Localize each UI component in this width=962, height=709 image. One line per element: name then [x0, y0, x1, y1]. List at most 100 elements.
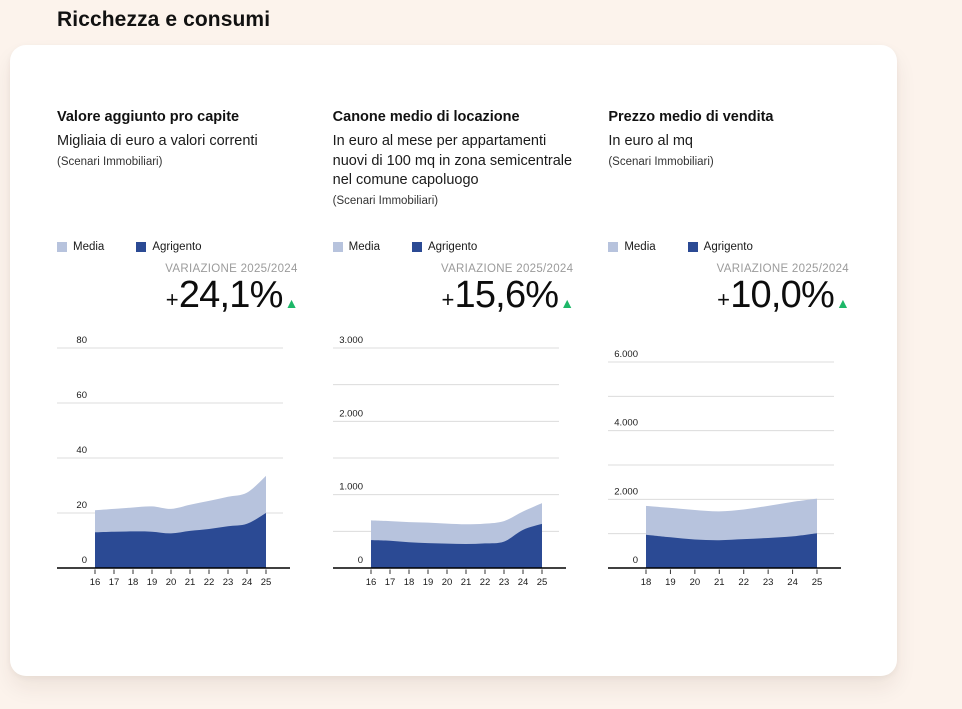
x-tick-label: 18	[128, 577, 139, 588]
area-chart-svg: 16 17 18 19 20 21 22 23 24 25 0 20 40 60 80	[57, 335, 290, 588]
y-tick-label: 1.000	[339, 482, 363, 493]
variation-percent: 24,1%	[178, 274, 284, 316]
variation-block: VARIAZIONE 2025/2024 +15,6% ▲	[333, 263, 580, 316]
variation-value: +15,6% ▲	[333, 274, 574, 316]
variation-block: VARIAZIONE 2025/2024 +24,1% ▲	[57, 263, 304, 316]
y-tick-label: 40	[76, 445, 87, 456]
x-tick-label: 17	[384, 577, 395, 588]
x-tick-label: 16	[90, 577, 101, 588]
variation-block: VARIAZIONE 2025/2024 +10,0% ▲	[608, 263, 855, 316]
x-tick-label: 25	[812, 577, 823, 588]
x-tick-label: 23	[498, 577, 509, 588]
media-swatch-icon	[608, 242, 619, 252]
y-tick-label: 6.000	[615, 349, 639, 360]
y-tick-label: 2.000	[339, 408, 363, 419]
x-tick-label: 19	[422, 577, 433, 588]
panel-header: Valore aggiunto pro capite Migliaia di e…	[57, 109, 304, 239]
x-tick-label: 17	[109, 577, 120, 588]
y-tick-label: 0	[633, 555, 638, 566]
x-tick-label: 22	[479, 577, 490, 588]
media-swatch-icon	[332, 242, 343, 252]
variation-sign: +	[441, 287, 454, 312]
variation-percent: 10,0%	[730, 274, 835, 316]
legend-item-media: Media	[57, 241, 104, 253]
agrigento-swatch-icon	[136, 242, 147, 252]
trend-up-icon: ▲	[284, 295, 299, 311]
variation-sign: +	[717, 287, 730, 312]
x-tick-label: 23	[223, 577, 234, 588]
area-chart-prezzo-vendita: 18 19 20 21 22 23 24 25 0 2.000 4.000 6.000	[608, 326, 855, 599]
y-tick-label: 60	[76, 390, 87, 401]
panel-header: Canone medio di locazione In euro al mes…	[333, 109, 580, 239]
panel-valore-aggiunto: Valore aggiunto pro capite Migliaia di e…	[57, 109, 304, 599]
area-chart-canone-locazione: 16 17 18 19 20 21 22 23 24 25 0 1.000 2.000 3.000	[332, 326, 580, 599]
x-tick-label: 20	[690, 577, 701, 588]
variation-label: VARIAZIONE 2025/2024	[440, 263, 574, 275]
legend-label: Media	[624, 241, 656, 253]
y-tick-label: 3.000	[339, 335, 363, 346]
legend-item-agrigento: Agrigento	[136, 241, 202, 253]
agrigento-swatch-icon	[411, 242, 422, 252]
variation-value: +24,1% ▲	[57, 274, 299, 316]
dashboard-card: Valore aggiunto pro capite Migliaia di e…	[10, 45, 897, 676]
panel-title: Canone medio di locazione	[332, 109, 520, 125]
series-area-agrigento	[95, 512, 266, 568]
panel-canone-locazione: Canone medio di locazione In euro al mes…	[332, 109, 580, 599]
series-area-agrigento	[370, 523, 542, 568]
y-tick-label: 2.000	[615, 486, 639, 497]
series-area-agrigento	[646, 533, 818, 568]
panel-subtitle: Migliaia di euro a valori correnti	[57, 133, 258, 149]
y-tick-label: 0	[357, 555, 362, 566]
legend-label: Media	[73, 241, 105, 253]
legend-item-media: Media	[332, 241, 380, 253]
x-tick-label: 23	[763, 577, 774, 588]
x-tick-label: 24	[788, 577, 799, 588]
chart-panels: Valore aggiunto pro capite Migliaia di e…	[57, 109, 855, 599]
x-tick-label: 22	[739, 577, 750, 588]
panel-header: Prezzo medio di vendita In euro al mq (S…	[608, 109, 855, 239]
x-tick-label: 18	[403, 577, 414, 588]
x-tick-label: 25	[536, 577, 547, 588]
legend-item-agrigento: Agrigento	[411, 241, 478, 253]
legend: Media Agrigento	[332, 239, 580, 255]
trend-up-icon: ▲	[560, 295, 574, 311]
x-tick-label: 21	[185, 577, 196, 588]
x-tick-label: 20	[166, 577, 177, 588]
x-tick-label: 18	[641, 577, 652, 588]
area-chart-valore-aggiunto: 16 17 18 19 20 21 22 23 24 25 0 20 40 60 80	[57, 326, 304, 599]
panel-source: (Scenari Immobiliari)	[332, 194, 439, 207]
x-tick-label: 22	[204, 577, 215, 588]
variation-value: +10,0% ▲	[608, 274, 850, 316]
page-title: Ricchezza e consumi	[57, 8, 271, 31]
variation-percent: 15,6%	[454, 274, 560, 316]
legend: Media Agrigento	[57, 239, 304, 255]
variation-label: VARIAZIONE 2025/2024	[165, 263, 298, 275]
x-tick-label: 21	[460, 577, 471, 588]
variation-label: VARIAZIONE 2025/2024	[716, 263, 849, 275]
y-tick-label: 0	[82, 555, 87, 566]
x-tick-label: 19	[665, 577, 676, 588]
variation-sign: +	[165, 287, 179, 312]
trend-up-icon: ▲	[835, 295, 850, 311]
x-tick-label: 24	[517, 577, 528, 588]
y-tick-label: 80	[76, 335, 87, 346]
media-swatch-icon	[57, 242, 67, 252]
y-tick-label: 20	[76, 500, 87, 511]
panel-subtitle: In euro al mese per appartamenti nuovi d…	[332, 133, 573, 189]
x-tick-label: 21	[714, 577, 725, 588]
legend-label: Agrigento	[427, 241, 478, 253]
legend-label: Agrigento	[152, 241, 202, 253]
legend-item-agrigento: Agrigento	[687, 241, 753, 253]
y-tick-label: 4.000	[615, 418, 639, 429]
panel-source: (Scenari Immobiliari)	[57, 155, 163, 168]
panel-prezzo-vendita: Prezzo medio di vendita In euro al mq (S…	[608, 109, 855, 599]
legend-item-media: Media	[608, 241, 656, 253]
x-tick-label: 20	[441, 577, 452, 588]
area-chart-svg: 18 19 20 21 22 23 24 25 0 2.000 4.000 6.000	[608, 349, 842, 588]
agrigento-swatch-icon	[687, 242, 698, 252]
legend-label: Media	[348, 241, 380, 253]
panel-title: Valore aggiunto pro capite	[57, 109, 240, 125]
legend: Media Agrigento	[608, 239, 855, 255]
x-tick-label: 25	[261, 577, 272, 588]
x-tick-label: 24	[242, 577, 253, 588]
